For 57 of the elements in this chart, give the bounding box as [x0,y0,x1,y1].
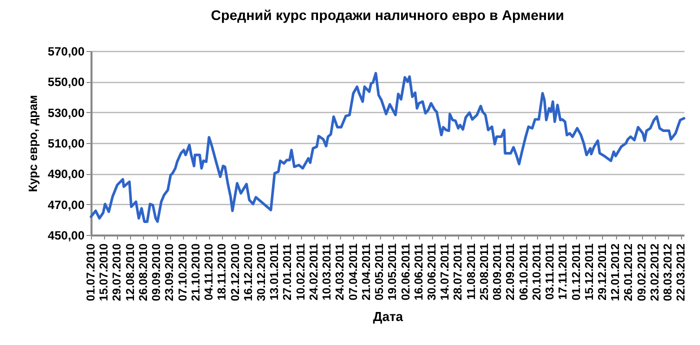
x-tick-label: 29.12.2011 [597,242,609,300]
y-tick-label: 450,00 [48,228,85,242]
x-tick-label: 09.09.2010 [151,244,164,302]
x-tick-label: 03.11.2011 [544,242,557,300]
x-tick-label: 29.07.2010 [112,244,124,302]
x-tick-label: 13.01.2011 [269,242,282,300]
x-tick-label: 11.08.2011 [466,242,478,300]
x-tick-label: 12.01.2012 [610,244,622,302]
x-tick-label: 20.10.2011 [531,242,544,300]
y-tick-label: 530,00 [48,106,85,120]
y-tick-label: 510,00 [48,136,85,150]
x-tick-label: 26.08.2010 [138,244,150,302]
x-tick-label: 02.06.2011 [400,242,412,300]
x-tick-label: 18.11.2010 [216,244,229,300]
x-tick-label: 04.11.2010 [204,244,216,300]
x-tick-label: 10.02.2011 [295,242,308,300]
x-tick-label: 21.10.2010 [190,244,202,302]
x-tick-label: 01.07.2010 [86,244,98,302]
y-tick-label: 490,00 [48,167,85,182]
x-tick-label: 21.04.2011 [360,242,373,300]
x-tick-label: 02.12.2010 [230,244,242,302]
x-tick-label: 09.02.2012 [636,244,648,302]
x-tick-label: 30.06.2011 [426,242,438,300]
x-tick-label: 23.09.2010 [164,244,176,302]
x-tick-label: 14.07.2011 [440,242,452,300]
x-tick-label: 26.01.2012 [623,244,636,302]
x-tick-label: 12.08.2010 [124,244,137,302]
x-tick-label: 19.05.2011 [387,242,400,300]
y-axis-title: Курс евро, драм [26,94,40,192]
x-tick-label: 01.12.2011 [570,242,583,300]
x-tick-label: 08.09.2011 [492,242,504,300]
x-tick-label: 17.11.2011 [558,242,570,300]
x-tick-label: 08.03.2012 [662,244,675,302]
x-tick-label: 16.06.2011 [413,242,426,300]
x-tick-label: 28.07.2011 [452,242,465,300]
x-tick-label: 06.10.2011 [518,242,530,300]
x-tick-label: 24.03.2011 [334,242,347,300]
x-tick-label: 25.08.2011 [478,242,491,300]
x-tick-label: 07.04.2011 [348,242,360,300]
line-series [90,72,686,223]
y-tick-label: 550,00 [48,75,85,90]
y-tick-label: 470,00 [48,198,85,212]
x-tick-label: 22.03.2012 [676,244,688,302]
x-tick-label: 16.12.2010 [242,244,255,302]
x-tick-label: 15.07.2010 [98,244,111,302]
x-tick-label: 23.02.2012 [649,244,662,302]
x-tick-label: 24.02.2011 [308,242,320,300]
x-tick-label: 30.12.2010 [256,244,268,302]
x-tick-label: 05.05.2011 [374,242,386,300]
x-tick-label: 27.01.2011 [282,242,294,300]
x-tick-label: 10.03.2011 [322,242,334,300]
x-tick-label: 07.10.2010 [177,244,190,302]
x-tick-label: 22.09.2011 [505,242,518,300]
x-axis-title: Дата [372,309,404,324]
y-tick-label: 570,00 [48,44,85,58]
x-tick-label: 15.12.2011 [584,242,596,300]
chart-title: Средний курс продажи наличного евро в Армении [210,7,564,23]
